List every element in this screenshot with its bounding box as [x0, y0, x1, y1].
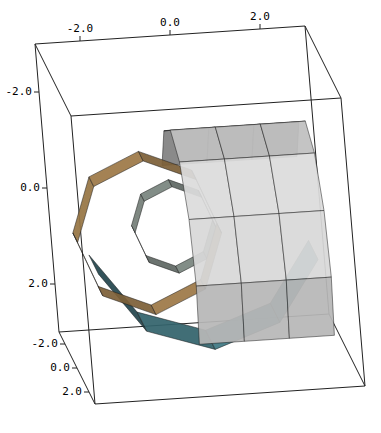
tick-label: 0.0: [160, 16, 180, 29]
surface-patch: [241, 280, 289, 341]
tick-mark: [170, 30, 171, 35]
tick-label: -2.0: [67, 22, 94, 35]
surface-patch: [98, 286, 156, 314]
box-edge: [329, 314, 365, 386]
box-edge: [95, 386, 365, 404]
surface-patch: [196, 283, 244, 344]
tick-label: 0.0: [20, 181, 40, 194]
surface-patch: [141, 180, 172, 202]
surface-patch: [215, 124, 269, 159]
surface-patch: [234, 214, 286, 284]
surface-patch: [260, 121, 314, 156]
surface-patch: [189, 217, 241, 287]
tick-mark: [42, 188, 47, 189]
surfaces: [73, 121, 335, 349]
surface-patch: [73, 177, 94, 243]
tick-mark: [260, 24, 261, 29]
tick-mark: [72, 368, 77, 369]
box-edge: [71, 98, 341, 116]
box-edge: [341, 98, 365, 386]
tick-label: 2.0: [62, 385, 82, 398]
box: [35, 26, 365, 404]
tick-mark: [60, 344, 65, 345]
tick-label: 2.0: [28, 277, 48, 290]
surface-patch: [269, 153, 324, 213]
surface-patch: [170, 127, 224, 162]
chart: -2.0 0.0 2.0 -2.0 0.0 2.0 -2.0 0.0 2.0: [0, 0, 381, 433]
tick-mark: [50, 284, 55, 285]
tick-mark: [34, 92, 39, 93]
tick-label: -2.0: [6, 85, 33, 98]
tick-mark: [80, 36, 81, 41]
tick-label: -2.0: [32, 337, 59, 350]
tick-label: 2.0: [250, 10, 270, 23]
tick-mark: [84, 392, 89, 393]
axes: -2.0 0.0 2.0 -2.0 0.0 2.0 -2.0 0.0 2.0: [6, 10, 270, 398]
surface-patch: [286, 277, 334, 338]
tick-label: 0.0: [50, 361, 70, 374]
surface-patch: [132, 194, 145, 233]
surface-patch: [89, 151, 143, 186]
surface-patch: [279, 211, 331, 281]
surface-patch: [146, 255, 179, 273]
